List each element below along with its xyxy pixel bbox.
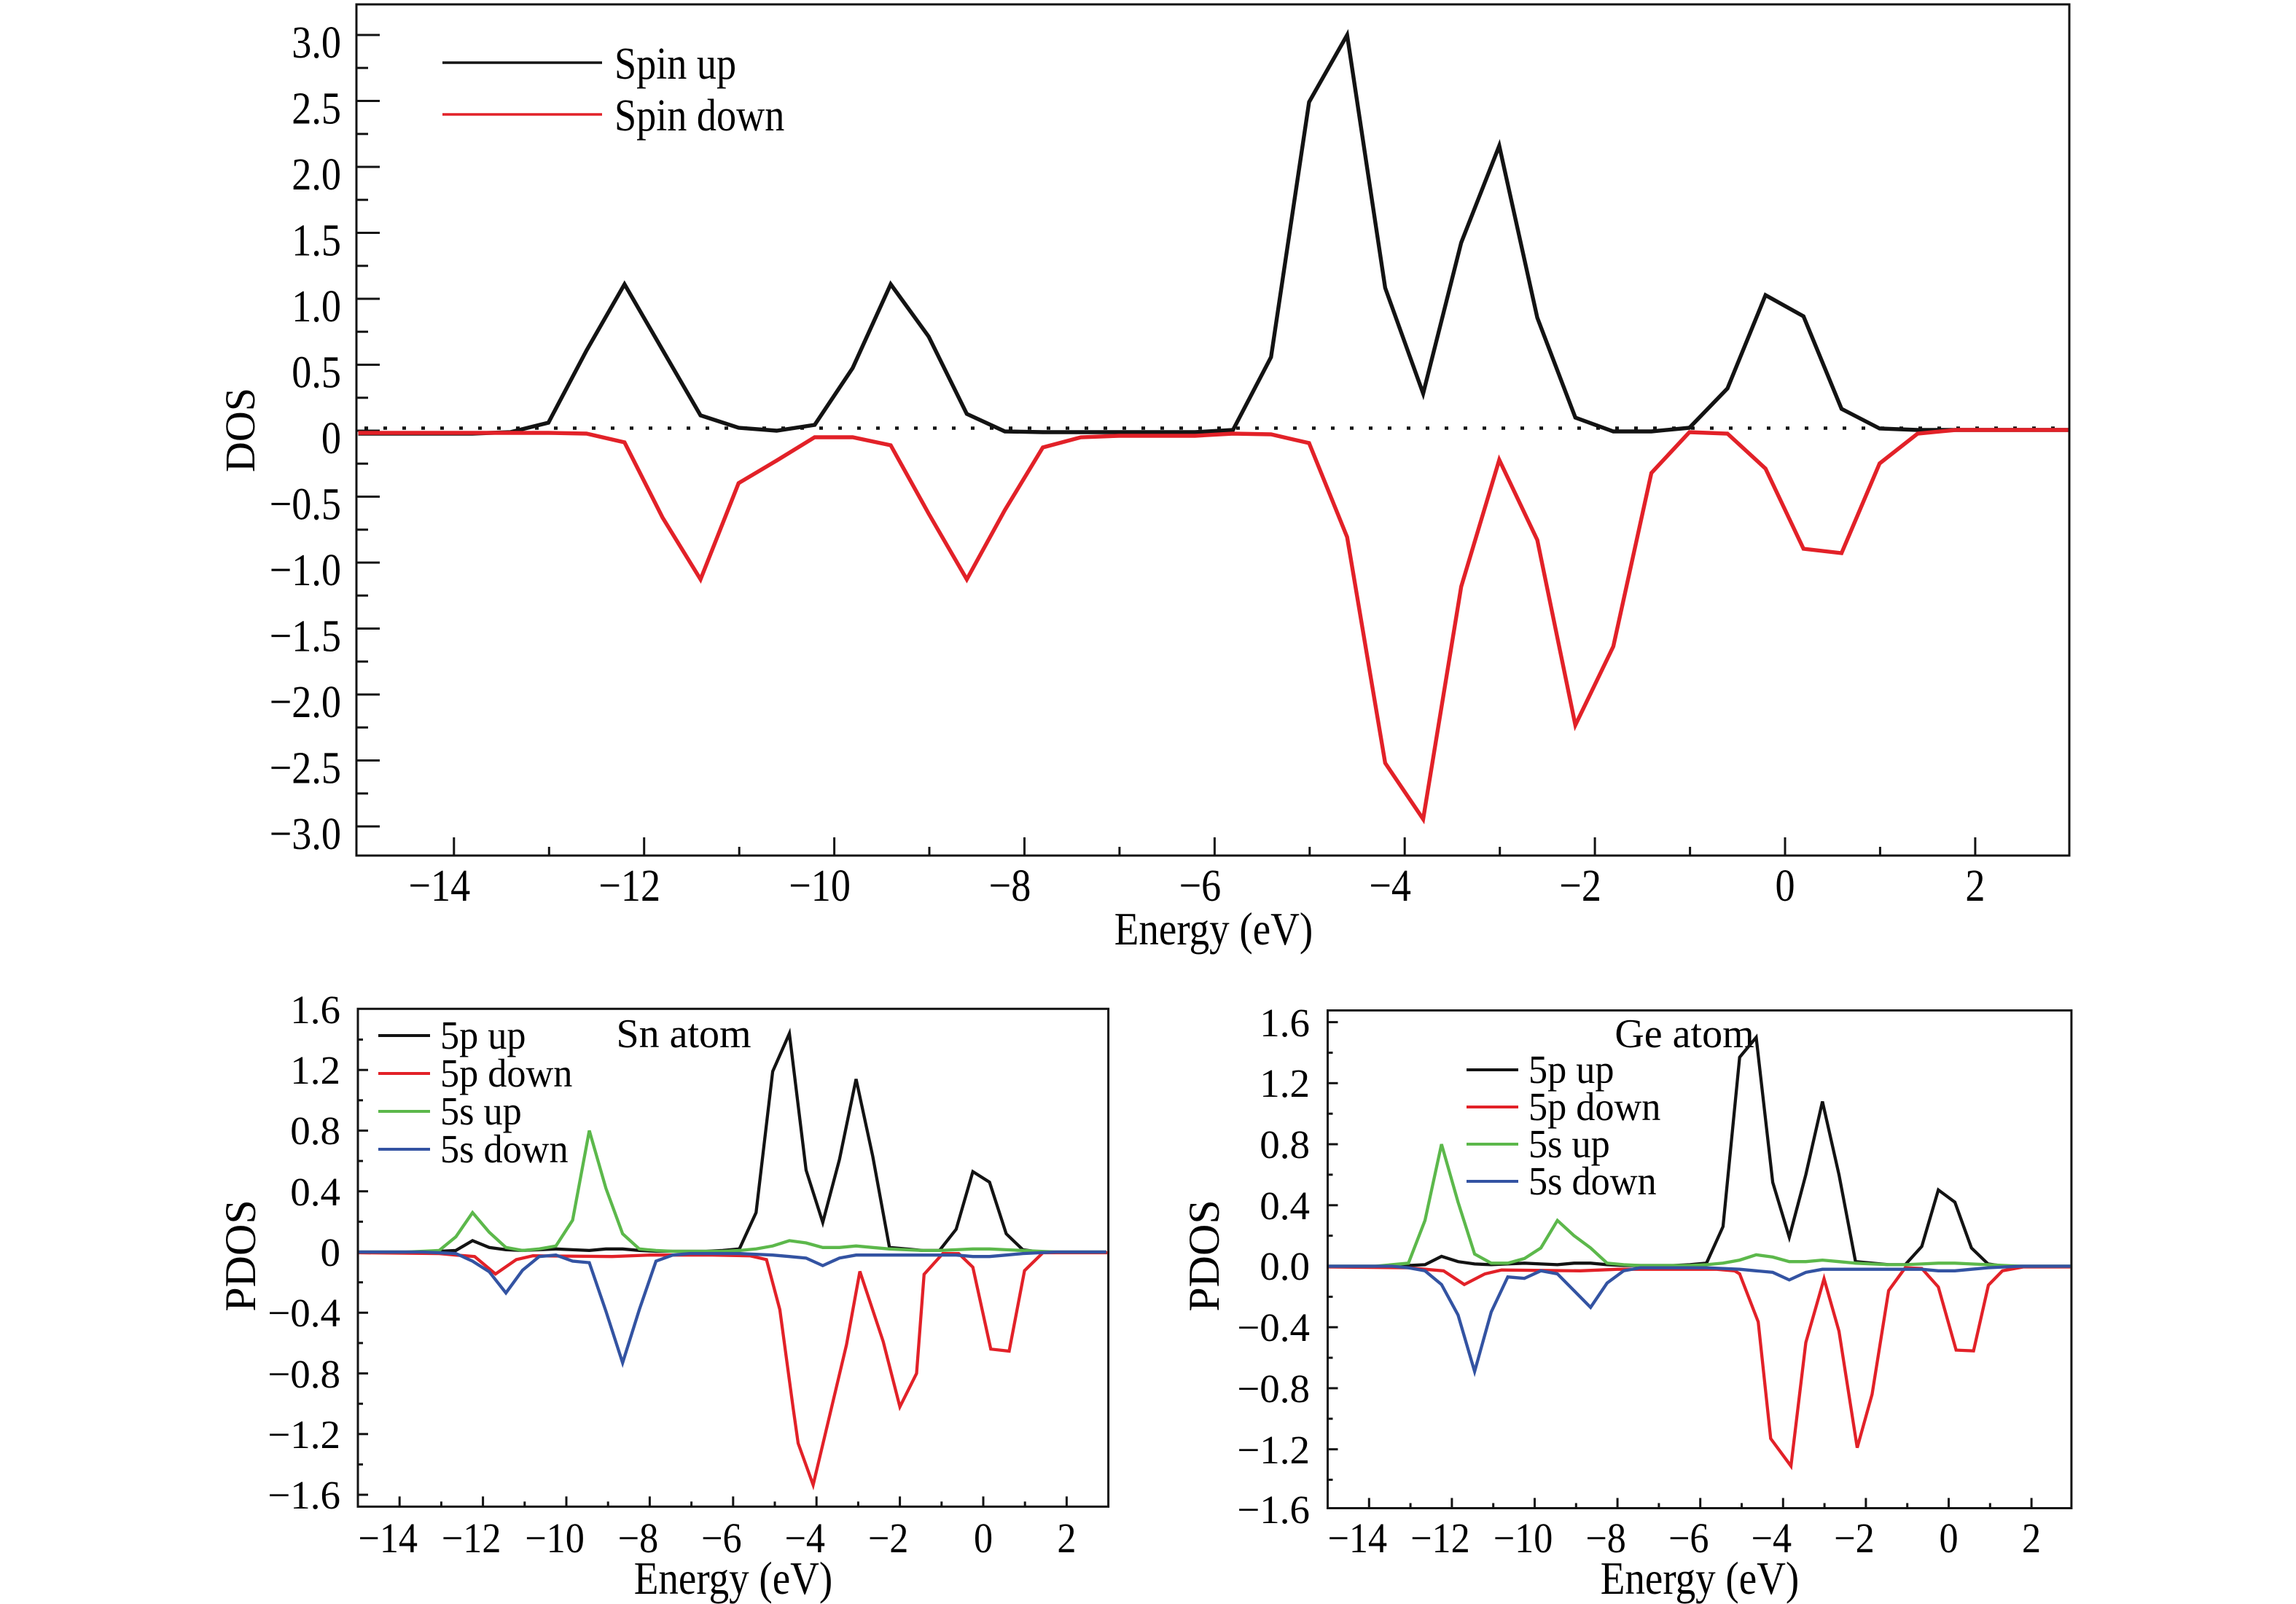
svg-text:Spin up: Spin up (614, 38, 736, 89)
svg-text:−2: −2 (1834, 1514, 1875, 1561)
svg-text:−1.5: −1.5 (270, 611, 341, 662)
svg-text:−2.0: −2.0 (270, 676, 341, 727)
svg-text:5s up: 5s up (1528, 1122, 1610, 1167)
svg-text:2: 2 (2022, 1514, 2041, 1561)
svg-text:−12: −12 (598, 860, 660, 911)
svg-text:1.2: 1.2 (1260, 1061, 1310, 1106)
svg-text:5p down: 5p down (1528, 1084, 1660, 1130)
svg-text:5s down: 5s down (440, 1127, 569, 1172)
svg-text:0: 0 (321, 1230, 341, 1275)
svg-text:0: 0 (1775, 860, 1795, 911)
svg-text:−10: −10 (1493, 1514, 1553, 1561)
svg-text:2: 2 (1057, 1514, 1076, 1561)
svg-text:1.5: 1.5 (292, 215, 341, 266)
svg-text:−2: −2 (1559, 860, 1601, 911)
svg-text:−2: −2 (868, 1514, 909, 1561)
svg-text:0.8: 0.8 (290, 1108, 340, 1153)
svg-text:2.0: 2.0 (292, 149, 341, 200)
svg-text:1.2: 1.2 (290, 1048, 340, 1092)
svg-text:Energy (eV): Energy (eV) (1114, 903, 1313, 955)
svg-text:2: 2 (1965, 860, 1985, 911)
svg-text:5s up: 5s up (440, 1089, 522, 1134)
svg-text:−1.6: −1.6 (1237, 1487, 1310, 1532)
svg-text:5p up: 5p up (440, 1013, 526, 1058)
svg-text:−12: −12 (442, 1514, 501, 1561)
svg-text:0.8: 0.8 (1260, 1122, 1310, 1167)
svg-text:−14: −14 (408, 860, 470, 911)
svg-text:−8: −8 (989, 860, 1031, 911)
svg-text:−8: −8 (1585, 1514, 1626, 1561)
svg-text:Sn atom: Sn atom (616, 1012, 751, 1057)
svg-text:5p up: 5p up (1528, 1047, 1614, 1092)
svg-text:−6: −6 (1179, 860, 1222, 911)
svg-text:1.0: 1.0 (292, 281, 341, 332)
svg-text:0: 0 (321, 412, 341, 463)
svg-text:−14: −14 (1327, 1514, 1387, 1561)
svg-text:−0.8: −0.8 (1237, 1366, 1310, 1411)
svg-text:−4: −4 (1752, 1514, 1792, 1561)
svg-text:0.4: 0.4 (1260, 1184, 1310, 1228)
svg-text:−1.2: −1.2 (1237, 1428, 1310, 1472)
svg-text:DOS: DOS (216, 388, 264, 472)
svg-text:−10: −10 (525, 1514, 585, 1561)
svg-text:0: 0 (1939, 1514, 1958, 1561)
svg-text:−12: −12 (1410, 1514, 1470, 1561)
svg-text:2.5: 2.5 (292, 83, 341, 134)
svg-text:Energy (eV): Energy (eV) (634, 1552, 832, 1604)
svg-text:−8: −8 (618, 1514, 659, 1561)
svg-text:−1.2: −1.2 (268, 1412, 340, 1457)
svg-text:0.5: 0.5 (292, 347, 341, 398)
svg-text:0.0: 0.0 (1260, 1244, 1310, 1288)
svg-text:PDOS: PDOS (1180, 1200, 1228, 1311)
svg-text:−3.0: −3.0 (270, 808, 341, 859)
svg-text:−4: −4 (1369, 860, 1411, 911)
svg-text:1.6: 1.6 (1260, 1001, 1310, 1045)
svg-text:−0.5: −0.5 (270, 479, 341, 530)
svg-text:−0.8: −0.8 (268, 1352, 340, 1396)
svg-text:−0.4: −0.4 (268, 1291, 340, 1335)
svg-text:3.0: 3.0 (292, 17, 341, 68)
svg-text:−6: −6 (1668, 1514, 1709, 1561)
svg-text:−0.4: −0.4 (1237, 1305, 1310, 1350)
svg-text:0: 0 (974, 1514, 993, 1561)
svg-text:−2.5: −2.5 (270, 743, 341, 794)
svg-text:−4: −4 (784, 1514, 825, 1561)
svg-text:5p down: 5p down (440, 1051, 572, 1096)
svg-text:5s down: 5s down (1528, 1159, 1657, 1204)
svg-text:−1.0: −1.0 (270, 544, 341, 595)
svg-text:PDOS: PDOS (216, 1200, 265, 1311)
svg-text:0.4: 0.4 (290, 1170, 340, 1214)
svg-text:−10: −10 (789, 860, 851, 911)
svg-text:Energy (eV): Energy (eV) (1601, 1552, 1799, 1604)
svg-text:−14: −14 (358, 1514, 418, 1561)
svg-text:Ge atom: Ge atom (1614, 1012, 1754, 1057)
svg-text:1.6: 1.6 (290, 987, 340, 1032)
svg-text:−6: −6 (701, 1514, 742, 1561)
svg-text:−1.6: −1.6 (268, 1473, 340, 1517)
svg-text:Spin down: Spin down (614, 90, 784, 141)
